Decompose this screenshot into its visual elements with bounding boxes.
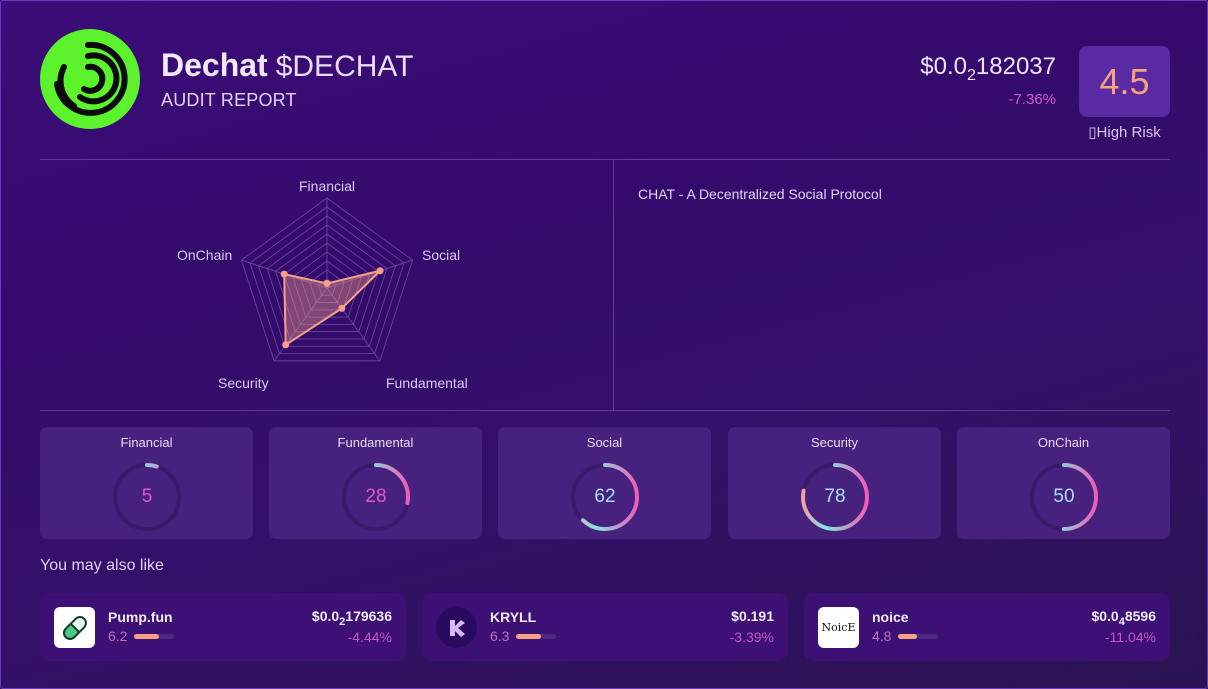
noice-logo-icon: NoicE <box>818 607 859 648</box>
price-block: $0.02182037 -7.36% <box>920 53 1056 108</box>
token-price: $0.02182037 <box>920 53 1056 84</box>
score-gauge <box>113 463 181 531</box>
price-change: -7.36% <box>1008 91 1056 108</box>
recommendation-score: 6.2 <box>108 628 128 644</box>
divider <box>40 410 1170 411</box>
dechat-logo-icon <box>40 29 140 129</box>
score-card-onchain: OnChain 50 <box>957 427 1170 539</box>
token-name: Dechat <box>161 47 268 83</box>
score-gauge <box>1030 463 1098 531</box>
kryll-logo-icon <box>436 607 477 648</box>
score-value: 78 <box>824 486 846 507</box>
risk-label: ▯High Risk <box>1088 124 1161 141</box>
recommendation-score: 6.3 <box>490 628 510 644</box>
recommendation-card-noice[interactable]: NoicE noice 4.8 $0.048596 -11.04% <box>804 593 1170 661</box>
score-card-social: Social 62 <box>498 427 711 539</box>
recommendation-score-bar <box>134 634 174 639</box>
recommendation-price: $0.191 <box>731 608 774 624</box>
token-title-block: Dechat $DECHAT AUDIT REPORT <box>161 47 414 111</box>
token-description: CHAT - A Decentralized Social Protocol <box>638 186 882 202</box>
recommendation-score-bar <box>516 634 556 639</box>
radar-label-fundamental: Fundamental <box>386 375 468 391</box>
score-gauge <box>342 463 410 531</box>
recommendation-price: $0.048596 <box>1091 608 1156 628</box>
radar-label-social: Social <box>422 247 461 263</box>
score-card-title: Fundamental <box>337 435 414 450</box>
score-value: 62 <box>594 486 616 507</box>
score-card-fundamental: Fundamental 28 <box>269 427 482 539</box>
recommendation-change: -11.04% <box>1104 629 1156 645</box>
pill-icon <box>54 607 95 648</box>
score-card-title: Security <box>811 435 858 450</box>
token-ticker: $DECHAT <box>275 50 414 83</box>
radar-chart: Financial Social Fundamental Security On… <box>161 166 481 401</box>
recommendation-change: -3.39% <box>729 629 774 645</box>
score-value: 5 <box>141 486 153 507</box>
score-card-title: OnChain <box>1037 435 1090 450</box>
divider <box>40 159 1170 160</box>
divider <box>613 160 614 410</box>
page-subtitle: AUDIT REPORT <box>161 90 297 110</box>
recommendation-card-pump-fun[interactable]: Pump.fun 6.2 $0.02179636 -4.44% <box>40 593 406 661</box>
recommendation-card-kryll[interactable]: KRYLL 6.3 $0.191 -3.39% <box>422 593 788 661</box>
recommendation-name: Pump.fun <box>108 609 173 625</box>
score-value: 50 <box>1053 486 1075 507</box>
score-value: 28 <box>365 486 387 507</box>
score-card-title: Financial <box>120 435 173 450</box>
recommendation-change: -4.44% <box>347 629 392 645</box>
radar-label-onchain: OnChain <box>177 247 233 263</box>
score-card-security: Security 78 <box>728 427 941 539</box>
radar-label-financial: Financial <box>299 178 356 194</box>
recommendations-heading: You may also like <box>40 557 164 574</box>
recommendation-score: 4.8 <box>872 628 892 644</box>
recommendation-name: noice <box>872 609 909 625</box>
overall-score-badge: 4.5 <box>1079 46 1170 117</box>
score-card-financial: Financial 5 <box>40 427 253 539</box>
score-card-title: Social <box>586 435 623 450</box>
recommendation-score-bar <box>898 634 938 639</box>
score-gauge <box>801 463 869 531</box>
radar-label-security: Security <box>218 375 269 391</box>
score-gauge <box>571 463 639 531</box>
radar-chart-svg <box>240 197 414 362</box>
recommendation-price: $0.02179636 <box>311 608 392 628</box>
recommendation-name: KRYLL <box>490 609 537 625</box>
